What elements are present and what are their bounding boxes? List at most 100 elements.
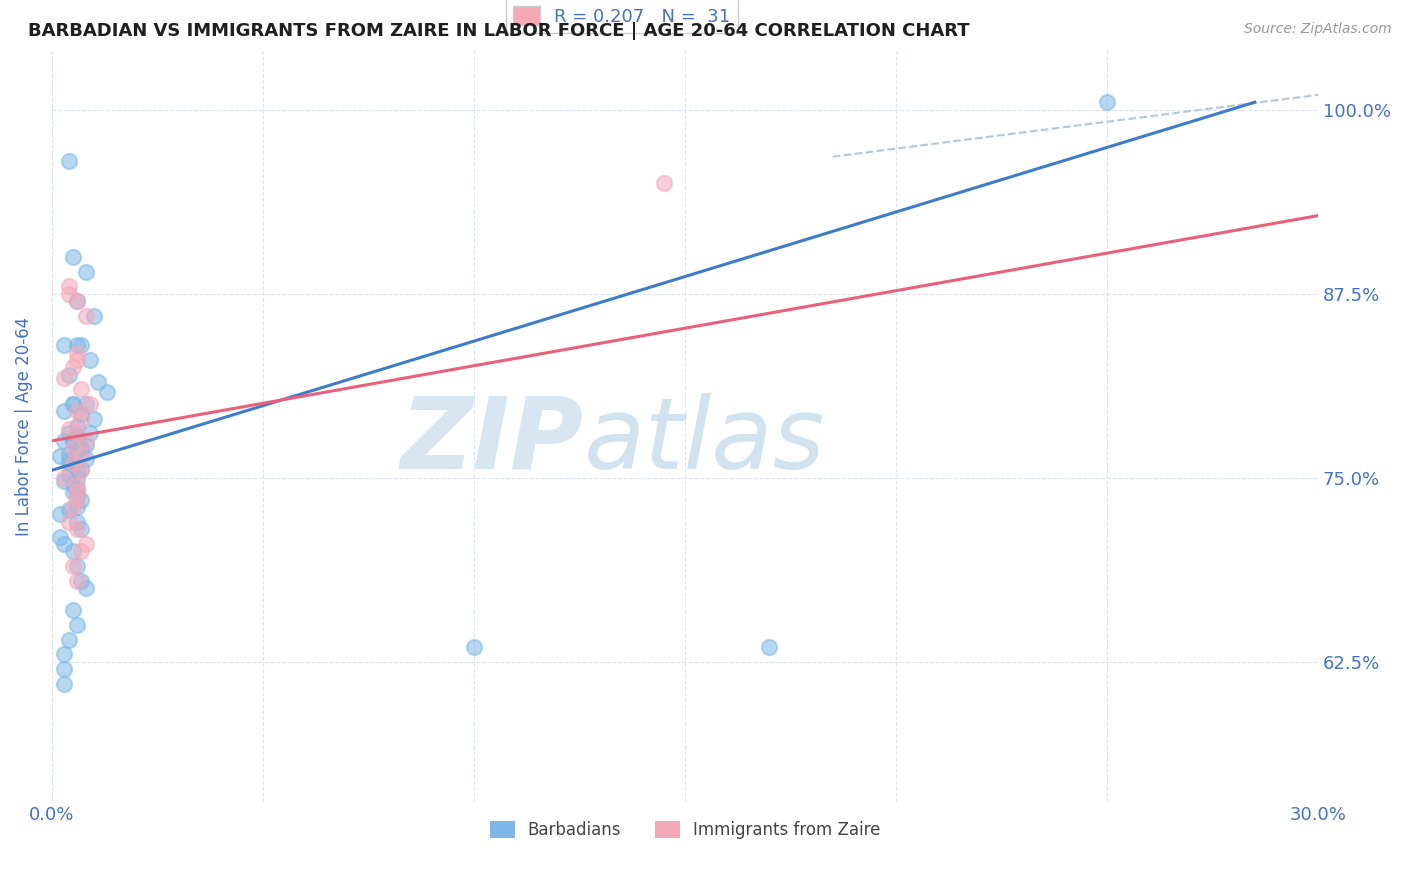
Point [758,640,780,654]
Text: ZIP: ZIP [401,392,583,490]
Point [58,467,80,482]
Point [66,500,89,515]
Point [58,279,80,293]
Point [66,488,89,502]
Point [70,492,93,507]
Point [66,293,89,308]
Point [53,662,76,676]
Point [70,441,93,455]
Point [79,352,101,367]
Point [62,603,84,617]
Point [66,485,89,500]
Point [463,640,485,654]
Point [53,470,76,484]
Point [70,574,93,588]
Point [70,522,93,536]
Point [83,411,105,425]
Point [87,375,110,389]
Point [66,293,89,308]
Point [58,456,80,470]
Point [66,404,89,418]
Point [75,397,97,411]
Point [66,419,89,434]
Point [58,154,80,169]
Point [62,478,84,492]
Point [66,618,89,632]
Point [62,544,84,558]
Point [75,451,97,466]
Point [66,559,89,574]
Point [66,352,89,367]
Point [62,434,84,448]
Point [49,530,72,544]
Point [62,485,84,500]
Point [66,444,89,458]
Point [75,581,97,595]
Point [53,434,76,448]
Point [53,338,76,352]
Point [66,478,89,492]
Point [79,397,101,411]
Point [70,463,93,477]
Point [58,422,80,436]
Point [70,441,93,455]
Point [53,474,76,488]
Point [66,483,89,497]
Text: BARBADIAN VS IMMIGRANTS FROM ZAIRE IN LABOR FORCE | AGE 20-64 CORRELATION CHART: BARBADIAN VS IMMIGRANTS FROM ZAIRE IN LA… [28,22,970,40]
Point [62,434,84,448]
Point [53,404,76,418]
Point [53,370,76,384]
Point [62,250,84,264]
Point [75,309,97,323]
Point [62,397,84,411]
Point [75,264,97,278]
Text: atlas: atlas [583,392,825,490]
Point [1095,95,1118,110]
Point [58,426,80,441]
Point [66,574,89,588]
Point [58,447,80,461]
Point [96,385,118,400]
Point [62,458,84,473]
Point [66,470,89,484]
Point [58,286,80,301]
Point [66,345,89,359]
Point [62,559,84,574]
Point [70,462,93,476]
Text: Source: ZipAtlas.com: Source: ZipAtlas.com [1244,22,1392,37]
Point [58,368,80,382]
Point [66,426,89,441]
Point [70,544,93,558]
Point [53,677,76,691]
Point [66,492,89,507]
Legend: Barbadians, Immigrants from Zaire: Barbadians, Immigrants from Zaire [482,814,887,846]
Point [66,429,89,443]
Point [58,503,80,517]
Point [62,500,84,515]
Point [75,434,97,448]
Point [75,537,97,551]
Point [53,648,76,662]
Point [652,176,675,190]
Point [70,411,93,425]
Point [53,537,76,551]
Point [62,456,84,470]
Point [66,515,89,529]
Point [66,522,89,536]
Point [58,453,80,467]
Point [66,463,89,477]
Y-axis label: In Labor Force | Age 20-64: In Labor Force | Age 20-64 [15,317,32,536]
Point [58,632,80,647]
Point [49,449,72,463]
Point [79,426,101,441]
Point [70,449,93,463]
Point [66,338,89,352]
Point [58,515,80,529]
Point [70,382,93,396]
Point [62,360,84,375]
Point [70,338,93,352]
Point [70,408,93,422]
Point [83,309,105,323]
Point [75,438,97,452]
Point [49,508,72,522]
